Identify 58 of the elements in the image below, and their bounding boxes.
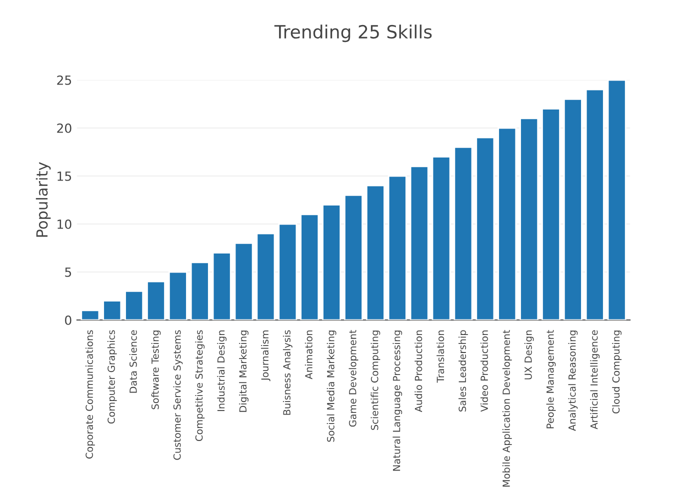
bar [585, 88, 604, 320]
x-tick-label: Industrial Design [217, 330, 227, 412]
x-tick-label: Scientific Computing [370, 330, 380, 430]
bar [124, 290, 144, 320]
x-tick-label: Game Development [348, 330, 358, 427]
x-tick-label: Data Science [129, 330, 137, 393]
x-tick-label: Digital Marketing [239, 330, 248, 412]
x-tick-label: Natural Language Processing [392, 330, 402, 471]
bar [146, 280, 166, 320]
y-tick-label: 15 [58, 172, 72, 181]
y-axis-title: Popularity [36, 162, 51, 237]
bar [366, 184, 385, 320]
x-tick-label: Cloud Computing [612, 330, 622, 414]
x-tick-label: Audio Production [414, 330, 422, 412]
bar [498, 127, 517, 320]
x-tick-label: Computer Graphics [107, 330, 117, 424]
bar [388, 175, 407, 320]
x-tick-label: Social Media Marketing [326, 330, 336, 442]
bar [563, 98, 582, 320]
x-tick-label: Translation [436, 330, 444, 383]
bar [607, 80, 626, 320]
x-tick-label: Customer Service Systems [173, 330, 183, 460]
bar [542, 108, 560, 320]
bar [80, 310, 100, 320]
x-tick-label: Journalism [261, 330, 270, 382]
bar [520, 118, 539, 320]
bar [212, 252, 232, 320]
bar [410, 166, 429, 320]
x-tick-label: Coporate Communications [85, 330, 95, 459]
x-tick-label: Animation [304, 330, 312, 380]
x-tick-label: Analytical Reasoning [568, 330, 578, 431]
x-tick-label: Artificial Intelligence [590, 330, 600, 430]
x-tick-label: Video Production [480, 330, 488, 412]
x-tick-label: Competitive Strategies [195, 330, 205, 442]
bar [168, 271, 188, 320]
bar [300, 214, 320, 320]
x-tick-label: People Management [546, 330, 556, 428]
bar [344, 194, 363, 320]
y-tick-label: 10 [58, 219, 72, 229]
bar [322, 204, 342, 320]
bar [102, 300, 122, 320]
bar [190, 262, 210, 320]
y-tick-label: 25 [57, 75, 72, 85]
bar [278, 223, 298, 320]
x-tick-label: Sales Leadership [458, 330, 468, 412]
y-tick-label: 20 [57, 123, 72, 133]
x-tick-label: Mobile Application Development [502, 330, 512, 487]
bar [234, 242, 254, 320]
bar [256, 232, 276, 320]
x-tick-label: Software Testing [151, 330, 161, 410]
bar [454, 146, 473, 320]
chart-title: Trending 25 Skills [274, 24, 432, 42]
bar [432, 156, 451, 320]
x-tick-label: UX Design [524, 330, 534, 380]
y-tick-label: 5 [65, 268, 72, 277]
bar [476, 136, 495, 320]
y-tick-label: 0 [65, 315, 72, 325]
x-tick-label: Buisness Analysis [282, 330, 292, 415]
